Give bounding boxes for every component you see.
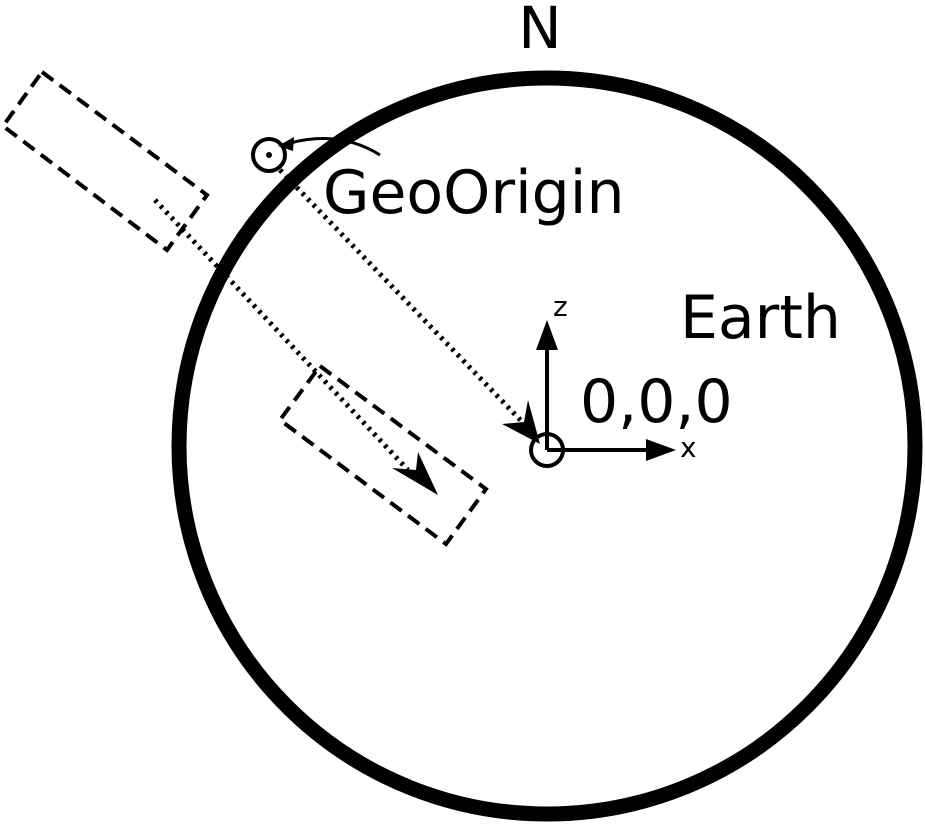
translation-path: [153, 198, 410, 472]
geo-origin-dot: [266, 152, 272, 158]
z-axis-arrowhead: [536, 320, 558, 350]
origin-coords-label: 0,0,0: [580, 367, 733, 437]
rotation-arrow: [289, 137, 381, 157]
geo-origin-marker: [251, 137, 287, 173]
geo-origin-vector-arrowhead: [502, 400, 540, 444]
rotation-arrowhead: [278, 137, 294, 151]
upper-dashed-box: [0, 69, 210, 253]
earth-circle: [171, 70, 923, 822]
z-axis-label: z: [553, 290, 568, 323]
translation-arrowhead: [392, 452, 438, 495]
earth-label: Earth: [680, 283, 841, 353]
lower-dashed-box: [277, 363, 489, 547]
x-axis-arrowhead: [646, 439, 676, 461]
north-label: N: [518, 0, 561, 62]
x-axis-label: x: [680, 431, 697, 464]
geo-origin-label: GeoOrigin: [323, 158, 624, 228]
